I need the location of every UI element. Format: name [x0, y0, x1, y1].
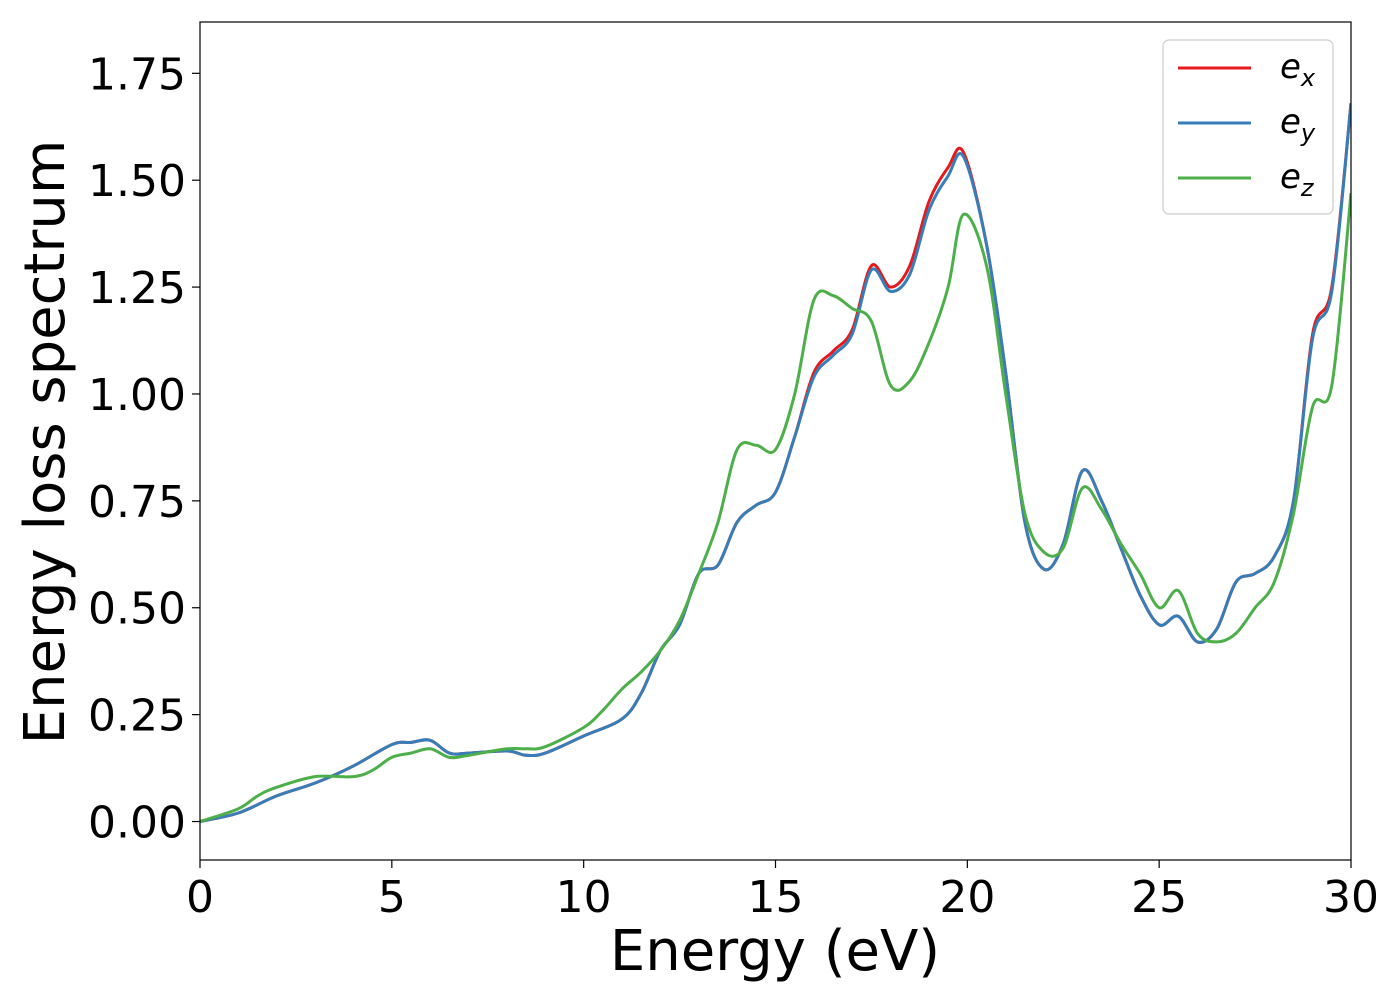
y-axis-title: Energy loss spectrum — [13, 140, 78, 745]
x-tick-label: 15 — [748, 872, 804, 923]
y-tick-label: 0.50 — [88, 584, 186, 635]
y-tick-label: 0.25 — [88, 691, 186, 742]
legend-entry: ez — [1280, 157, 1315, 202]
x-tick-label: 5 — [378, 872, 406, 923]
x-axis: 0 5 10 15 20 25 30 — [186, 860, 1379, 923]
series-lines — [200, 103, 1351, 823]
series-line-ez — [200, 192, 1351, 823]
x-tick-label: 0 — [186, 872, 214, 923]
y-tick-label: 1.50 — [88, 156, 186, 207]
y-tick-label: 1.75 — [88, 49, 186, 100]
x-tick-label: 10 — [556, 872, 612, 923]
series-line-ey — [200, 103, 1351, 823]
legend-entry: ex — [1280, 47, 1316, 92]
x-tick-label: 25 — [1131, 872, 1187, 923]
x-tick-label: 20 — [939, 872, 995, 923]
y-tick-label: 0.00 — [88, 798, 186, 849]
y-tick-label: 0.75 — [88, 477, 186, 528]
x-axis-title: Energy (eV) — [610, 919, 940, 984]
legend: ex ey ez — [1162, 39, 1334, 215]
x-tick-label: 30 — [1323, 872, 1379, 923]
legend-box — [1162, 39, 1334, 215]
y-tick-label: 1.25 — [88, 263, 186, 314]
y-tick-label: 1.00 — [88, 370, 186, 421]
y-axis: 0.00 0.25 0.50 0.75 1.00 1.25 1.50 1.75 — [88, 49, 200, 849]
legend-entry: ey — [1280, 102, 1316, 147]
